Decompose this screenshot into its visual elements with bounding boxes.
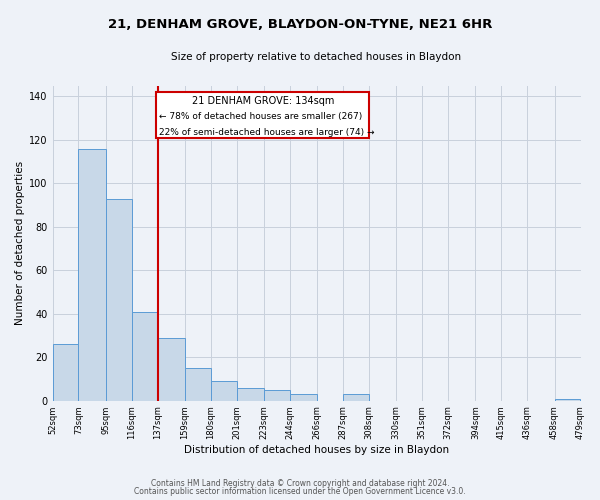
- Bar: [79, 148, 106, 400]
- Bar: [53, 344, 79, 401]
- Bar: [264, 390, 290, 400]
- Bar: [185, 368, 211, 400]
- Text: 22% of semi-detached houses are larger (74) →: 22% of semi-detached houses are larger (…: [159, 128, 374, 137]
- Text: Contains HM Land Registry data © Crown copyright and database right 2024.: Contains HM Land Registry data © Crown c…: [151, 478, 449, 488]
- X-axis label: Distribution of detached houses by size in Blaydon: Distribution of detached houses by size …: [184, 445, 449, 455]
- Bar: [554, 398, 580, 400]
- Bar: [131, 312, 158, 400]
- Bar: [106, 198, 131, 400]
- Title: Size of property relative to detached houses in Blaydon: Size of property relative to detached ho…: [172, 52, 461, 62]
- Bar: [290, 394, 317, 400]
- Bar: [158, 338, 185, 400]
- Text: ← 78% of detached houses are smaller (267): ← 78% of detached houses are smaller (26…: [159, 112, 362, 120]
- Bar: [237, 388, 264, 400]
- Bar: [157, 92, 369, 138]
- Text: 21, DENHAM GROVE, BLAYDON-ON-TYNE, NE21 6HR: 21, DENHAM GROVE, BLAYDON-ON-TYNE, NE21 …: [108, 18, 492, 30]
- Text: 21 DENHAM GROVE: 134sqm: 21 DENHAM GROVE: 134sqm: [191, 96, 334, 106]
- Y-axis label: Number of detached properties: Number of detached properties: [15, 161, 25, 325]
- Text: Contains public sector information licensed under the Open Government Licence v3: Contains public sector information licen…: [134, 487, 466, 496]
- Bar: [343, 394, 369, 400]
- Bar: [211, 381, 237, 400]
